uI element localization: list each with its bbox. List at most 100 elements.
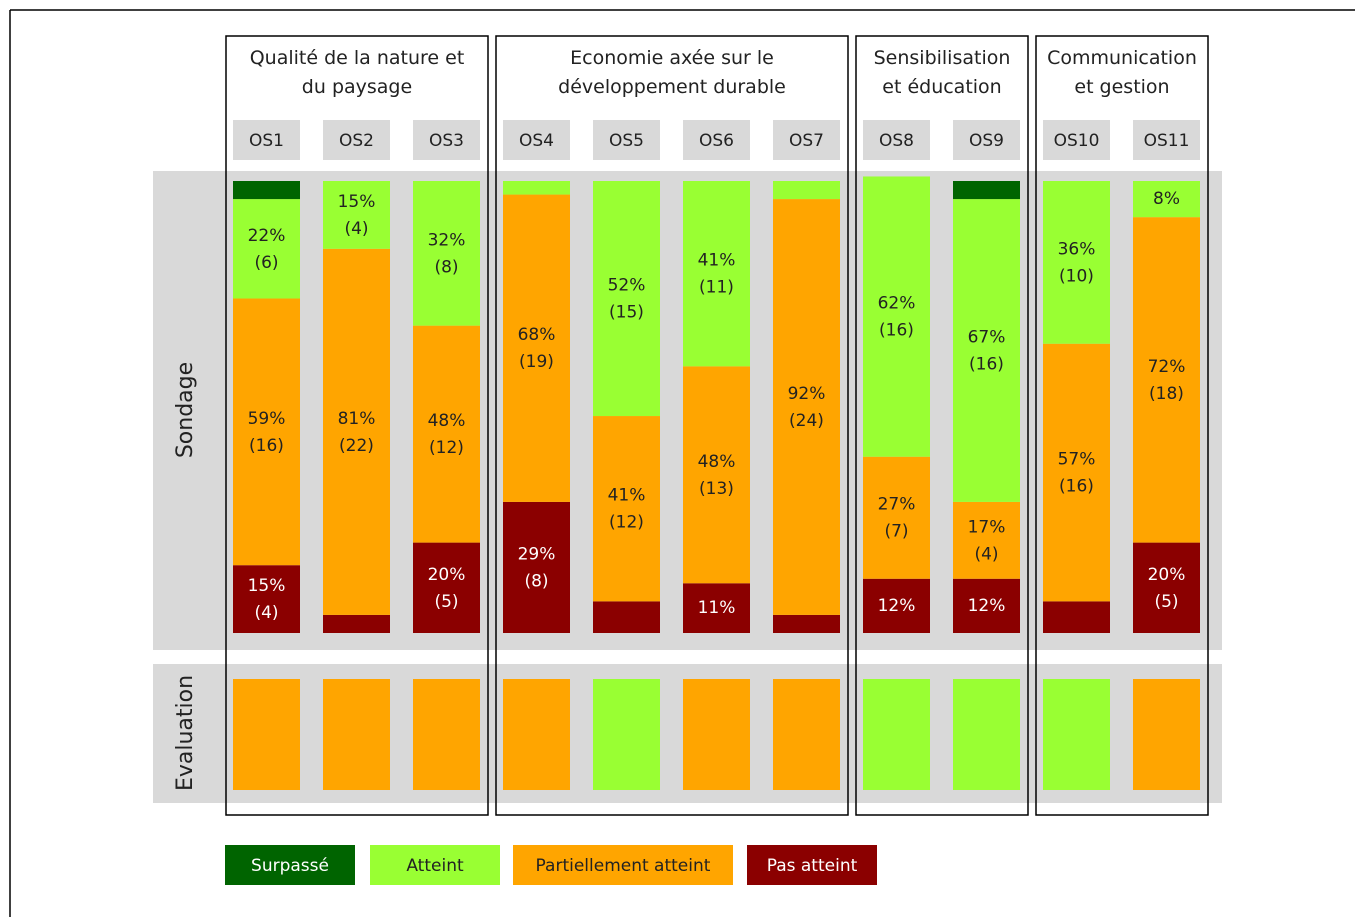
x-tick-label: OS1 xyxy=(249,131,284,151)
data-label: (24) xyxy=(789,411,824,431)
data-label: 32% xyxy=(428,230,466,250)
data-label: 41% xyxy=(698,251,736,271)
data-label: 48% xyxy=(428,411,466,431)
data-label: 11% xyxy=(698,598,736,618)
data-label: 12% xyxy=(968,596,1006,616)
bar-segment xyxy=(1133,542,1200,633)
data-label: (8) xyxy=(434,257,458,277)
category-header xyxy=(683,120,750,160)
data-label: 57% xyxy=(1058,450,1096,470)
legend-swatch xyxy=(513,845,733,885)
evaluation-mark xyxy=(953,679,1020,790)
x-tick-label: OS10 xyxy=(1054,131,1100,151)
group-box xyxy=(225,35,489,816)
evaluation-mark xyxy=(863,679,930,790)
evaluation-mark xyxy=(503,679,570,790)
data-label: 17% xyxy=(968,517,1006,537)
bar-segment xyxy=(503,194,570,502)
data-label: (6) xyxy=(254,253,278,273)
data-label: (4) xyxy=(344,219,368,239)
bar-segment xyxy=(773,181,840,200)
bar-segment xyxy=(593,601,660,633)
data-label: (15) xyxy=(609,303,644,323)
bar-segment xyxy=(1043,343,1110,602)
data-label: 52% xyxy=(608,276,646,296)
bar-segment xyxy=(593,181,660,417)
data-label: (7) xyxy=(884,522,908,542)
evaluation-mark xyxy=(683,679,750,790)
data-label: 41% xyxy=(608,486,646,506)
data-label: (13) xyxy=(699,479,734,499)
bar-segment xyxy=(953,501,1020,579)
category-header xyxy=(593,120,660,160)
row-label: Evaluation xyxy=(173,675,198,791)
data-label: 36% xyxy=(1058,239,1096,259)
evaluation-mark xyxy=(1133,679,1200,790)
x-tick-label: OS3 xyxy=(429,131,464,151)
legend-label: Pas atteint xyxy=(767,856,858,876)
data-label: 59% xyxy=(248,409,286,429)
data-label: 92% xyxy=(788,384,826,404)
x-tick-label: OS11 xyxy=(1144,131,1190,151)
legend-swatch xyxy=(225,845,355,885)
data-label: (5) xyxy=(1154,592,1178,612)
x-tick-label: OS2 xyxy=(339,131,374,151)
evaluation-mark xyxy=(593,679,660,790)
data-label: 15% xyxy=(248,576,286,596)
bar-segment xyxy=(773,614,840,633)
bar-segment xyxy=(1133,217,1200,543)
x-tick-label: OS7 xyxy=(789,131,824,151)
bar-segment xyxy=(323,248,390,615)
evaluation-mark xyxy=(1043,679,1110,790)
data-label: (16) xyxy=(879,321,914,341)
data-label: (4) xyxy=(254,603,278,623)
row-label: Sondage xyxy=(173,362,198,458)
bar-segment xyxy=(413,325,480,543)
data-label: 72% xyxy=(1148,357,1186,377)
evaluation-mark xyxy=(413,679,480,790)
data-label: (12) xyxy=(609,513,644,533)
x-tick-label: OS9 xyxy=(969,131,1004,151)
bar-segment xyxy=(1133,181,1200,218)
data-label: (12) xyxy=(429,438,464,458)
data-label: (16) xyxy=(969,355,1004,375)
category-header xyxy=(1043,120,1110,160)
group-title: Sensibilisation et éducation xyxy=(873,47,1011,98)
evaluation-mark xyxy=(323,679,390,790)
legend-label: Partiellement atteint xyxy=(536,856,711,876)
bar-segment xyxy=(503,501,570,633)
data-label: (16) xyxy=(249,436,284,456)
bar-segment xyxy=(233,199,300,299)
data-label: 29% xyxy=(518,544,556,564)
bar-segment xyxy=(233,298,300,566)
bar-segment xyxy=(593,416,660,602)
group-box xyxy=(1035,35,1209,816)
evaluation-mark xyxy=(773,679,840,790)
data-label: 20% xyxy=(428,565,466,585)
data-label: (10) xyxy=(1059,266,1094,286)
bar-segment xyxy=(863,578,930,633)
legend-swatch xyxy=(747,845,877,885)
bar-segment xyxy=(413,542,480,633)
category-header xyxy=(863,120,930,160)
data-label: (11) xyxy=(699,278,734,298)
x-tick-label: OS8 xyxy=(879,131,914,151)
data-label: (19) xyxy=(519,352,554,372)
category-header xyxy=(953,120,1020,160)
bar-segment xyxy=(953,199,1020,502)
bar-segment xyxy=(503,181,570,195)
data-label: 48% xyxy=(698,452,736,472)
x-tick-label: OS5 xyxy=(609,131,644,151)
category-header xyxy=(773,120,840,160)
data-label: (8) xyxy=(524,571,548,591)
data-label: (5) xyxy=(434,592,458,612)
bar-segment xyxy=(953,578,1020,633)
category-header xyxy=(323,120,390,160)
category-header xyxy=(1133,120,1200,160)
bar-segment xyxy=(1043,601,1110,633)
legend-label: Atteint xyxy=(406,856,464,876)
x-tick-label: OS6 xyxy=(699,131,734,151)
data-label: 62% xyxy=(878,294,916,314)
